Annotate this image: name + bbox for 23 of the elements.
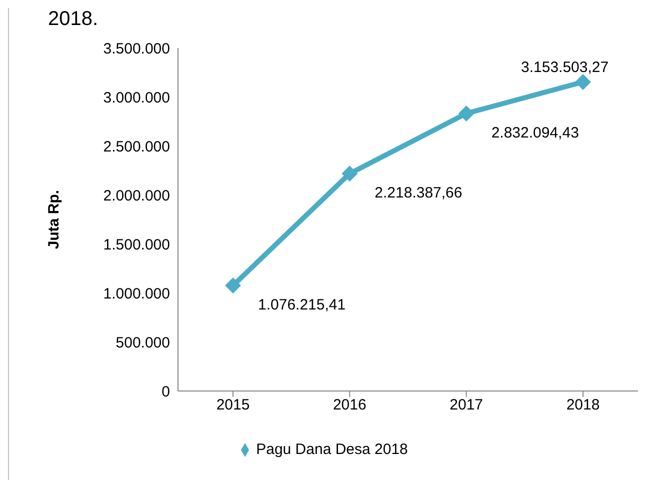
y-tick-label: 1.000.000 [103, 285, 170, 302]
y-tick-label: 2.500.000 [103, 138, 170, 156]
x-tick-label: 2016 [332, 396, 366, 414]
y-tick-label: 500.000 [116, 334, 170, 352]
y-tick-label: 3.500.000 [103, 40, 170, 58]
data-label: 1.076.215,41 [258, 296, 346, 314]
point [342, 166, 358, 182]
x-tick-label: 2017 [450, 396, 484, 414]
point [575, 74, 591, 90]
x-tick-label: 2018 [566, 396, 600, 414]
data-label: 3.153.503,27 [521, 58, 609, 76]
data-label: 2.218.387,66 [374, 184, 462, 202]
y-tick-label: 0 [162, 383, 170, 400]
point [458, 105, 474, 122]
legend-label: Pagu Dana Desa 2018 [256, 441, 408, 458]
y-axis-title: Juta Rp. [45, 190, 62, 250]
point [225, 278, 241, 294]
data-label: 2.832.094,43 [491, 124, 579, 142]
y-tick-label: 1.500.000 [103, 236, 170, 254]
y-tick-label: 2.000.000 [103, 187, 170, 204]
text: 2018. [48, 8, 98, 31]
x-tick-label: 2015 [216, 396, 250, 414]
y-tick-label: 3.000.000 [103, 89, 170, 106]
